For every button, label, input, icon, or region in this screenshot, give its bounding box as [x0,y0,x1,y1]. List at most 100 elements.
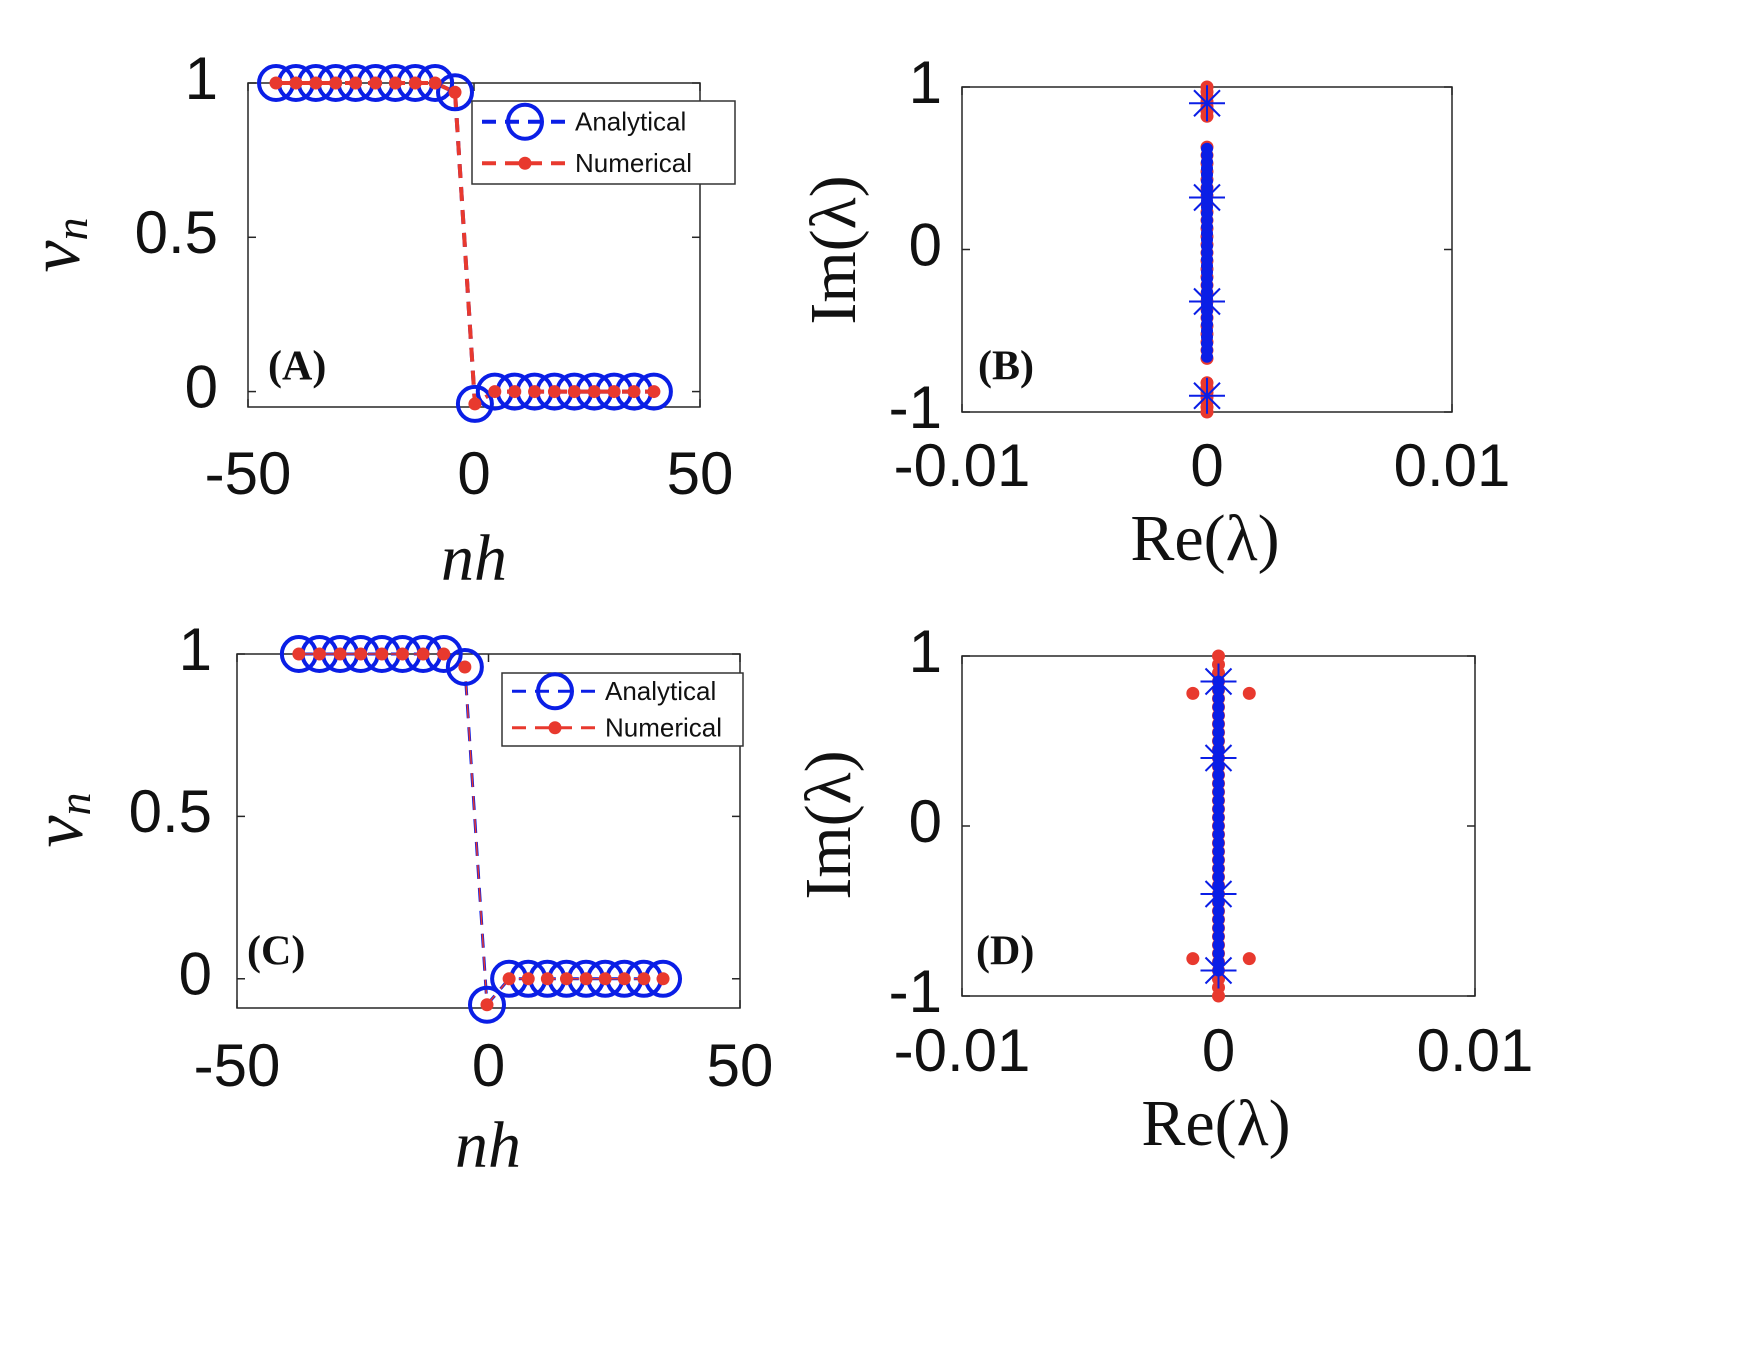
data-point [375,647,389,661]
data-point [567,385,581,399]
y-axis-label-sub: n [49,793,100,816]
data-point [312,647,326,661]
x-tick-label: 0.01 [1394,432,1511,499]
data-point [309,76,323,90]
data-point [480,998,494,1012]
x-tick-label: 50 [707,1032,774,1099]
data-point [468,397,482,411]
y-axis-label-sub: n [46,218,97,241]
data-point [559,972,573,986]
data-point [607,385,621,399]
data-point [1212,726,1225,739]
legend-label: Numerical [605,713,722,743]
data-point [521,972,535,986]
data-point [395,647,409,661]
data-point [1189,85,1225,122]
panel-label: (A) [268,344,326,390]
data-point [1212,718,1225,730]
data-point [587,385,601,399]
x-tick-label: 50 [667,440,734,507]
data-point [1212,930,1225,943]
legend-label: Analytical [605,676,716,706]
panel-label: (C) [247,929,305,975]
data-point [647,385,661,399]
data-point [368,76,382,90]
data-point [579,972,593,986]
data-point [289,76,303,90]
panel-label: (B) [978,344,1034,390]
data-point [455,384,494,423]
x-tick-label: -0.01 [894,432,1031,499]
data-point [1212,845,1225,858]
data-point [467,985,506,1024]
legend-marker [506,102,544,141]
data-point [269,76,283,90]
data-point [1212,820,1225,832]
data-point [1212,777,1225,790]
data-point [1242,686,1256,700]
y-tick-label: 0 [179,941,212,1008]
data-point [1212,913,1225,926]
data-point [354,647,368,661]
data-point [617,972,631,986]
legend-marker [536,672,574,711]
data-point [458,660,472,674]
x-axis-label: Re(λ) [1141,1087,1290,1160]
data-point [437,647,451,661]
y-axis-label-base: v [18,815,98,847]
x-tick-label: -50 [194,1032,281,1099]
y-tick-label: -1 [889,374,942,441]
data-point [1200,663,1237,700]
y-axis-label: Im(λ) [792,750,865,899]
legend: Analytical Numerical [471,100,736,185]
x-axis-label: nh [441,522,507,595]
x-tick-label: -0.01 [894,1017,1031,1084]
data-point [1212,649,1225,663]
x-tick-label: -50 [205,440,292,507]
data-point [388,76,402,90]
x-tick-label: 0 [457,440,490,507]
y-tick-label: 0 [909,788,942,855]
data-point [598,972,612,986]
data-point [1212,786,1225,798]
data-point [1201,142,1213,155]
legend-label: Analytical [575,107,686,137]
x-axis-label: nh [455,1109,521,1182]
data-point [436,73,475,112]
data-point [1212,939,1225,951]
data-point [1212,701,1225,713]
data-point [1189,179,1225,216]
y-axis-label: vn [18,793,100,848]
data-point [349,76,363,90]
y-tick-label: -1 [889,958,942,1025]
data-point [408,76,422,90]
panel-label: (D) [976,929,1034,975]
data-point [1212,922,1225,934]
data-point [1212,811,1225,824]
data-point [528,385,542,399]
y-tick-label: 1 [909,618,942,685]
y-tick-label: 0 [909,211,942,278]
x-tick-label: 0 [472,1032,505,1099]
y-tick-label: 0.5 [135,199,218,266]
data-point [1200,952,1237,989]
data-point [508,385,522,399]
y-tick-label: 1 [179,616,212,683]
data-point [445,647,484,686]
data-point [1212,803,1225,815]
data-point [637,972,651,986]
data-point [1212,828,1225,841]
data-point [488,385,502,399]
legend-marker [518,156,532,170]
data-point [547,385,561,399]
data-point [502,972,516,986]
legend-box [501,672,744,747]
data-point [1189,283,1225,320]
x-tick-label: 0 [1190,432,1223,499]
data-point [1200,876,1237,912]
y-tick-label: 1 [909,49,942,116]
data-point [292,647,306,661]
legend-box [471,100,736,185]
y-axis-label: Im(λ) [797,175,870,324]
